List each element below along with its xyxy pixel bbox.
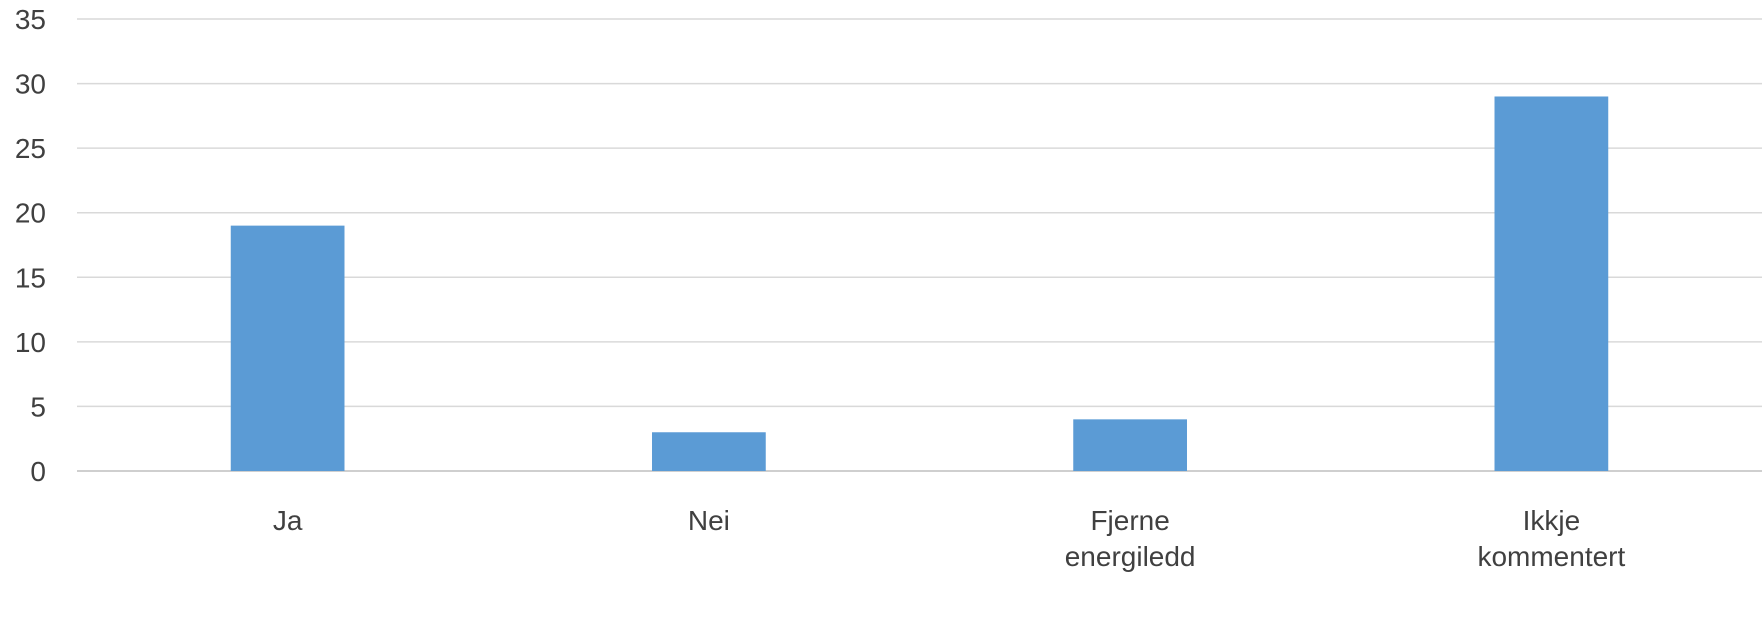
y-axis-tick-labels: 0 5 10 15 20 25 30 35 — [15, 4, 46, 487]
x-axis-category-labels: Ja Nei Fjerne energiledd Ikkje kommentert — [273, 505, 1626, 572]
y-tick-label-20: 20 — [15, 198, 46, 229]
y-tick-label-15: 15 — [15, 262, 46, 293]
bar-ikkje-kommentert — [1494, 96, 1609, 471]
y-tick-label-0: 0 — [30, 456, 46, 487]
bar-nei — [652, 432, 766, 471]
x-tick-label-fjerne-energiledd: Fjerne energiledd — [1065, 505, 1196, 572]
y-tick-label-35: 35 — [15, 4, 46, 35]
x-tick-label-ikkje-kommentert: Ikkje kommentert — [1477, 505, 1625, 572]
gridlines — [77, 18, 1762, 472]
bar-ja — [230, 225, 345, 471]
y-tick-label-25: 25 — [15, 133, 46, 164]
y-tick-label-30: 30 — [15, 69, 46, 100]
bar-fjerne-energiledd — [1073, 419, 1187, 471]
y-tick-label-10: 10 — [15, 327, 46, 358]
x-tick-label-nei: Nei — [688, 505, 730, 536]
x-tick-label-ja: Ja — [273, 505, 303, 536]
y-tick-label-5: 5 — [30, 391, 46, 422]
bars — [230, 96, 1609, 471]
